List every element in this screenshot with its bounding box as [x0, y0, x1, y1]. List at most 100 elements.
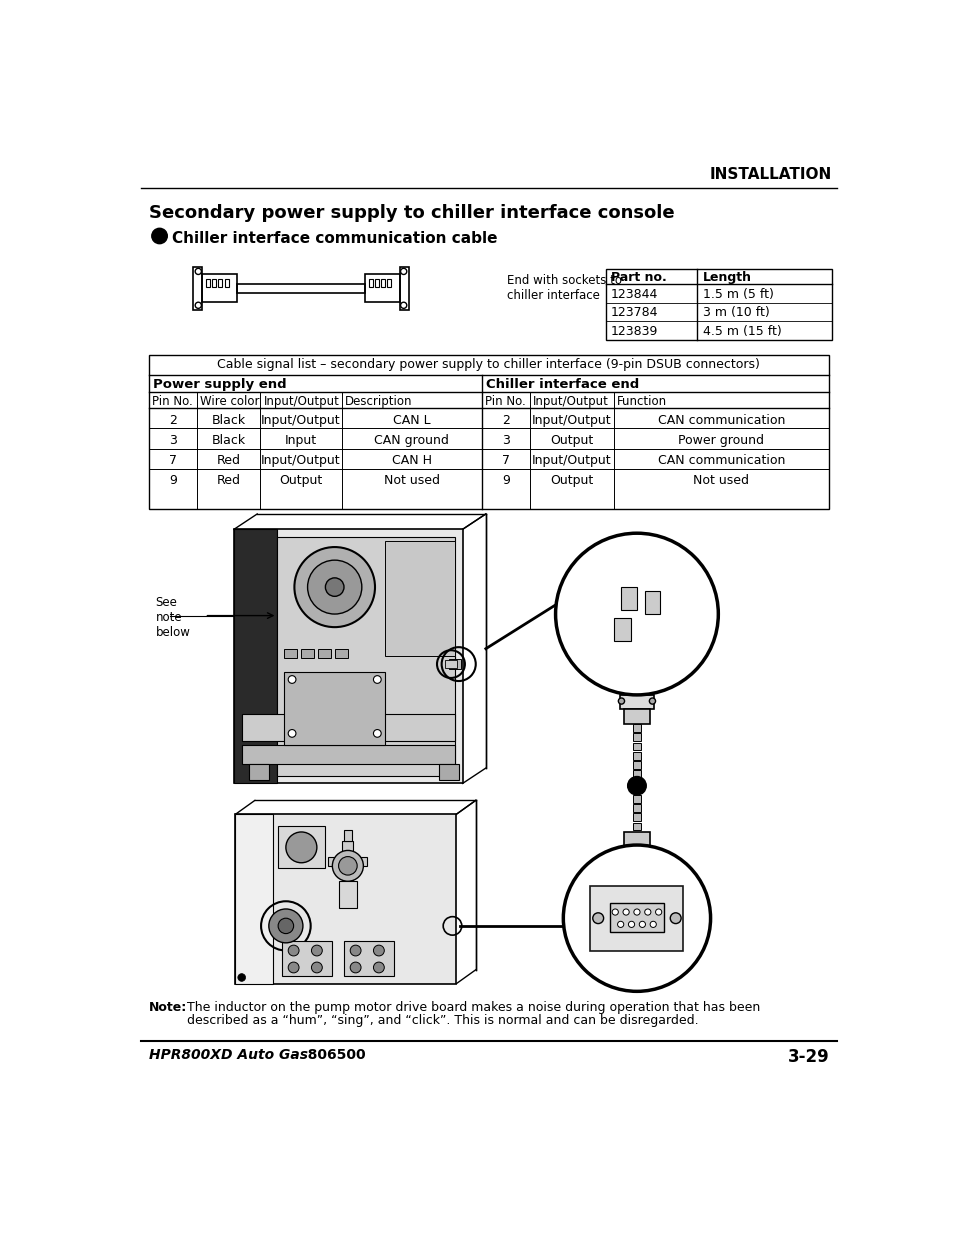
- Text: 123844: 123844: [610, 288, 658, 300]
- Bar: [193, 267, 202, 310]
- Circle shape: [311, 945, 322, 956]
- Circle shape: [555, 534, 718, 695]
- Bar: [619, 847, 654, 861]
- Circle shape: [562, 845, 710, 992]
- Circle shape: [617, 921, 623, 927]
- Circle shape: [649, 921, 656, 927]
- Bar: [344, 830, 352, 841]
- Text: Red: Red: [216, 474, 240, 487]
- Text: 9: 9: [633, 781, 640, 790]
- Circle shape: [618, 698, 624, 704]
- Text: Description: Description: [344, 395, 412, 409]
- Bar: [644, 592, 659, 614]
- Circle shape: [288, 730, 295, 737]
- Circle shape: [627, 777, 645, 795]
- Bar: [342, 841, 353, 888]
- Circle shape: [350, 962, 360, 973]
- Text: 123839: 123839: [610, 325, 658, 337]
- Bar: [448, 658, 460, 669]
- Bar: [236, 284, 365, 293]
- Circle shape: [332, 851, 363, 882]
- Text: Power supply end: Power supply end: [152, 378, 286, 390]
- Circle shape: [618, 851, 624, 857]
- Circle shape: [307, 561, 361, 614]
- Bar: [328, 857, 367, 866]
- Text: Input/Output: Input/Output: [533, 395, 608, 409]
- Text: 9: 9: [169, 474, 176, 487]
- Text: Red: Red: [216, 454, 240, 467]
- Circle shape: [612, 909, 618, 915]
- Bar: [605, 269, 831, 340]
- Bar: [218, 279, 222, 287]
- Bar: [633, 724, 640, 732]
- Circle shape: [633, 909, 639, 915]
- Circle shape: [286, 832, 316, 863]
- Text: Chiller interface end: Chiller interface end: [485, 378, 639, 390]
- Text: 3 m (10 ft): 3 m (10 ft): [702, 306, 769, 319]
- Circle shape: [628, 921, 634, 927]
- Text: Secondary power supply to chiller interface console: Secondary power supply to chiller interf…: [149, 204, 674, 221]
- Bar: [235, 814, 456, 983]
- Text: 7: 7: [501, 454, 510, 467]
- Text: Black: Black: [212, 433, 245, 447]
- Circle shape: [338, 857, 356, 876]
- Text: End with sockets to
chiller interface: End with sockets to chiller interface: [506, 274, 621, 301]
- Text: Cable signal list – secondary power supply to chiller interface (9-pin DSUB conn: Cable signal list – secondary power supp…: [217, 358, 760, 372]
- Bar: [633, 814, 640, 821]
- Circle shape: [373, 945, 384, 956]
- Bar: [241, 745, 455, 764]
- Text: 7: 7: [169, 454, 176, 467]
- Circle shape: [350, 945, 360, 956]
- Bar: [335, 648, 348, 658]
- Bar: [235, 814, 273, 983]
- Text: Not used: Not used: [383, 474, 439, 487]
- Bar: [301, 648, 314, 658]
- Text: Black: Black: [212, 414, 245, 427]
- Bar: [284, 672, 385, 745]
- Bar: [633, 742, 640, 751]
- Circle shape: [622, 909, 629, 915]
- Text: Note:: Note:: [149, 1002, 187, 1014]
- Text: 123784: 123784: [610, 306, 658, 319]
- Circle shape: [639, 921, 645, 927]
- Text: CAN L: CAN L: [393, 414, 430, 427]
- Bar: [613, 618, 630, 641]
- Circle shape: [670, 913, 680, 924]
- Bar: [633, 823, 640, 830]
- Text: Output: Output: [550, 433, 593, 447]
- Bar: [444, 661, 456, 668]
- Text: –  806500: – 806500: [286, 1047, 365, 1062]
- Text: Pin No.: Pin No.: [484, 395, 525, 409]
- Text: Input/Output: Input/Output: [532, 454, 611, 467]
- Circle shape: [373, 962, 384, 973]
- Bar: [206, 279, 210, 287]
- Text: 9: 9: [239, 974, 244, 981]
- Bar: [620, 587, 637, 610]
- Circle shape: [288, 945, 298, 956]
- Bar: [276, 537, 455, 776]
- Text: 3: 3: [169, 433, 176, 447]
- Text: CAN H: CAN H: [392, 454, 432, 467]
- Text: 2: 2: [501, 414, 509, 427]
- Bar: [633, 761, 640, 769]
- Text: Input/Output: Input/Output: [532, 414, 611, 427]
- Text: 9: 9: [155, 231, 163, 241]
- Circle shape: [288, 962, 298, 973]
- Text: Output: Output: [279, 474, 322, 487]
- Circle shape: [237, 973, 245, 982]
- Text: Input: Input: [285, 433, 316, 447]
- Text: Input/Output: Input/Output: [263, 395, 339, 409]
- Bar: [439, 764, 458, 779]
- Text: 1 2 0 2: 1 2 0 2: [613, 889, 647, 899]
- Text: CAN ground: CAN ground: [374, 433, 449, 447]
- Text: Chiller interface communication cable: Chiller interface communication cable: [172, 231, 497, 246]
- Bar: [284, 648, 296, 658]
- Text: Input/Output: Input/Output: [261, 454, 340, 467]
- Text: Power ground: Power ground: [678, 433, 763, 447]
- Bar: [249, 764, 269, 779]
- Bar: [224, 279, 229, 287]
- Text: 2: 2: [169, 414, 176, 427]
- Bar: [233, 530, 276, 783]
- Bar: [381, 279, 385, 287]
- Text: Length: Length: [702, 272, 751, 284]
